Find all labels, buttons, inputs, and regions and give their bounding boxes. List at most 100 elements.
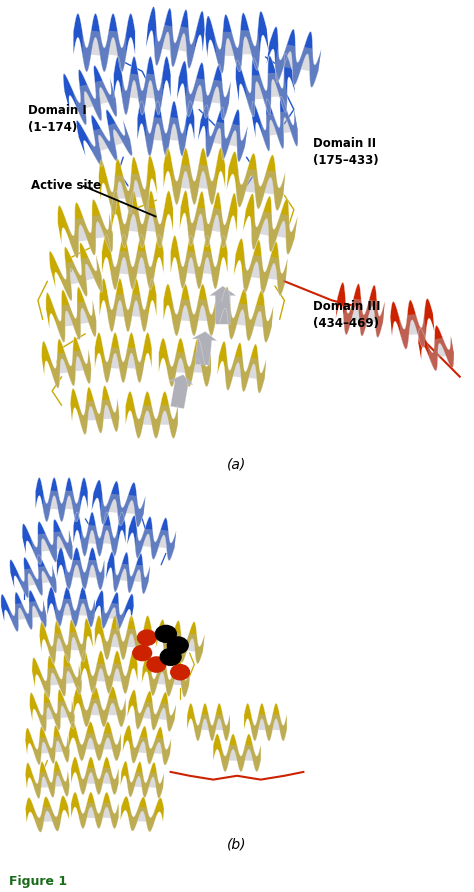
- Polygon shape: [170, 375, 193, 409]
- Polygon shape: [100, 493, 146, 527]
- Polygon shape: [251, 211, 298, 254]
- Polygon shape: [81, 650, 137, 694]
- Polygon shape: [17, 565, 56, 598]
- Polygon shape: [66, 213, 113, 258]
- Polygon shape: [155, 619, 205, 664]
- Polygon shape: [170, 375, 193, 409]
- Polygon shape: [188, 207, 229, 248]
- Polygon shape: [180, 190, 237, 248]
- Polygon shape: [210, 286, 236, 324]
- Polygon shape: [63, 65, 117, 125]
- Polygon shape: [79, 803, 118, 829]
- Polygon shape: [108, 294, 148, 332]
- Polygon shape: [164, 284, 216, 336]
- Polygon shape: [91, 480, 146, 527]
- Polygon shape: [47, 632, 86, 664]
- Polygon shape: [101, 602, 127, 631]
- Polygon shape: [214, 29, 260, 73]
- Polygon shape: [99, 155, 157, 216]
- Polygon shape: [65, 560, 104, 590]
- Polygon shape: [81, 525, 118, 557]
- Circle shape: [167, 637, 188, 654]
- Polygon shape: [58, 199, 113, 258]
- Polygon shape: [49, 243, 102, 301]
- Polygon shape: [89, 664, 129, 694]
- Polygon shape: [71, 792, 118, 829]
- Polygon shape: [194, 714, 230, 741]
- Polygon shape: [122, 73, 163, 115]
- Polygon shape: [70, 385, 119, 434]
- Polygon shape: [418, 326, 454, 371]
- Polygon shape: [126, 392, 178, 438]
- Polygon shape: [234, 238, 288, 295]
- Polygon shape: [275, 44, 321, 87]
- Polygon shape: [1, 591, 46, 632]
- Polygon shape: [42, 336, 91, 388]
- Polygon shape: [33, 771, 70, 798]
- Polygon shape: [82, 30, 126, 72]
- Polygon shape: [127, 516, 176, 560]
- Polygon shape: [73, 687, 126, 727]
- Polygon shape: [129, 806, 155, 831]
- Polygon shape: [77, 733, 121, 761]
- Text: Domain II
(175–433): Domain II (175–433): [313, 137, 378, 168]
- Polygon shape: [36, 477, 88, 522]
- Polygon shape: [22, 519, 73, 565]
- Polygon shape: [185, 78, 231, 120]
- Polygon shape: [236, 54, 295, 117]
- Polygon shape: [213, 734, 261, 772]
- Polygon shape: [171, 235, 228, 289]
- Polygon shape: [427, 336, 454, 371]
- Polygon shape: [146, 117, 186, 156]
- Circle shape: [137, 630, 156, 645]
- Polygon shape: [177, 61, 231, 120]
- Polygon shape: [78, 399, 119, 434]
- Polygon shape: [123, 725, 171, 765]
- Polygon shape: [137, 101, 194, 156]
- Circle shape: [147, 657, 166, 673]
- Polygon shape: [172, 299, 216, 336]
- Polygon shape: [82, 698, 126, 727]
- Polygon shape: [219, 287, 273, 343]
- Polygon shape: [164, 148, 225, 204]
- Polygon shape: [120, 797, 164, 831]
- Polygon shape: [94, 591, 134, 631]
- Polygon shape: [32, 654, 82, 698]
- Polygon shape: [100, 278, 156, 332]
- Polygon shape: [29, 690, 75, 731]
- Polygon shape: [336, 282, 385, 337]
- Polygon shape: [30, 530, 73, 565]
- Polygon shape: [47, 587, 95, 627]
- Polygon shape: [106, 551, 150, 594]
- Polygon shape: [26, 796, 69, 832]
- Polygon shape: [55, 599, 95, 627]
- Polygon shape: [34, 806, 61, 832]
- Polygon shape: [228, 303, 273, 343]
- Polygon shape: [221, 745, 261, 772]
- Polygon shape: [390, 299, 435, 349]
- Polygon shape: [49, 349, 91, 388]
- Text: (b): (b): [227, 838, 247, 852]
- Polygon shape: [107, 172, 149, 216]
- Polygon shape: [102, 235, 164, 290]
- Polygon shape: [103, 629, 144, 660]
- Circle shape: [160, 648, 181, 665]
- Polygon shape: [111, 251, 155, 290]
- Polygon shape: [36, 700, 75, 731]
- Polygon shape: [72, 78, 117, 125]
- Polygon shape: [43, 491, 80, 522]
- Polygon shape: [32, 736, 70, 764]
- Polygon shape: [128, 772, 164, 798]
- Polygon shape: [76, 110, 132, 167]
- Polygon shape: [120, 761, 164, 798]
- Polygon shape: [134, 405, 178, 438]
- Polygon shape: [146, 6, 205, 69]
- Text: (a): (a): [228, 458, 246, 472]
- Polygon shape: [113, 564, 150, 594]
- Polygon shape: [159, 338, 211, 387]
- Polygon shape: [25, 761, 70, 798]
- Text: Domain I
(1–174): Domain I (1–174): [28, 104, 87, 134]
- Polygon shape: [187, 703, 230, 741]
- Polygon shape: [150, 667, 190, 697]
- Polygon shape: [73, 512, 126, 557]
